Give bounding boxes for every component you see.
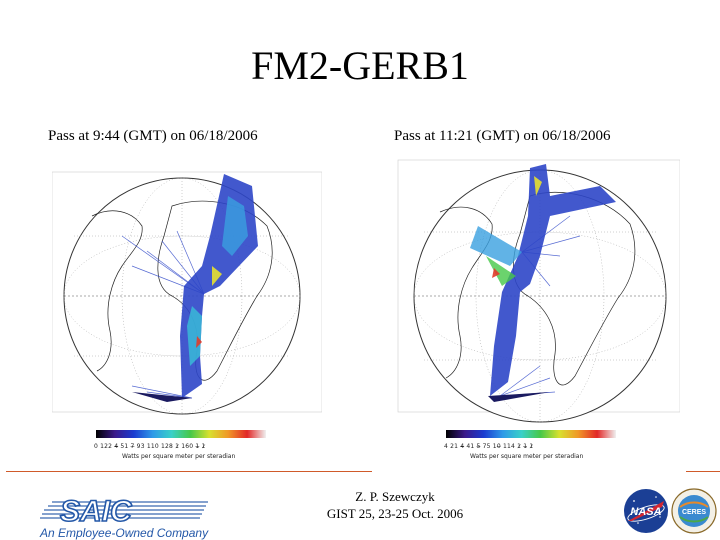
left-colorbar-ticks: 0 122 4̶ 51 7̶ 93 110 128 1̷ 160 1̶ 1̷ [94,443,206,450]
right-globe-panel: 4 21 4̶ 41 5̶ 75 10̶ 114 1̷ 1̶ 1̷ Watts … [390,156,681,472]
left-colorbar [96,430,266,438]
right-globe-image [397,159,681,423]
ceres-wordmark: CERES [682,509,706,516]
footer-rule-left [6,471,372,472]
left-globe-panel: 0 122 4̶ 51 7̶ 93 110 128 1̷ 160 1̶ 1̷ W… [51,156,323,472]
left-pass-caption: Pass at 9:44 (GMT) on 06/18/2006 [48,128,258,144]
saic-tagline: An Employee-Owned Company [40,526,209,540]
slide-title: FM2-GERB1 [251,43,469,88]
nasa-logo: NASA [624,489,668,533]
saic-logo: SAIC [40,494,208,529]
footer-credit: Z. P. Szewczyk GIST 25, 23-25 Oct. 2006 [270,488,520,522]
left-colorbar-label: Watts per square meter per steradian [122,453,236,460]
right-colorbar [446,430,616,438]
right-colorbar-label: Watts per square meter per steradian [470,453,584,460]
saic-wordmark: SAIC [60,495,133,528]
footer-rule-right [686,471,720,472]
left-globe-image [51,171,323,415]
right-pass-caption: Pass at 11:21 (GMT) on 06/18/2006 [394,128,611,144]
footer-event: GIST 25, 23-25 Oct. 2006 [326,506,464,521]
right-colorbar-ticks: 4 21 4̶ 41 5̶ 75 10̶ 114 1̷ 1̶ 1̷ [444,443,534,450]
nasa-wordmark: NASA [630,506,661,518]
ceres-logo: CERES [671,488,717,534]
footer-author: Z. P. Szewczyk [355,489,435,504]
